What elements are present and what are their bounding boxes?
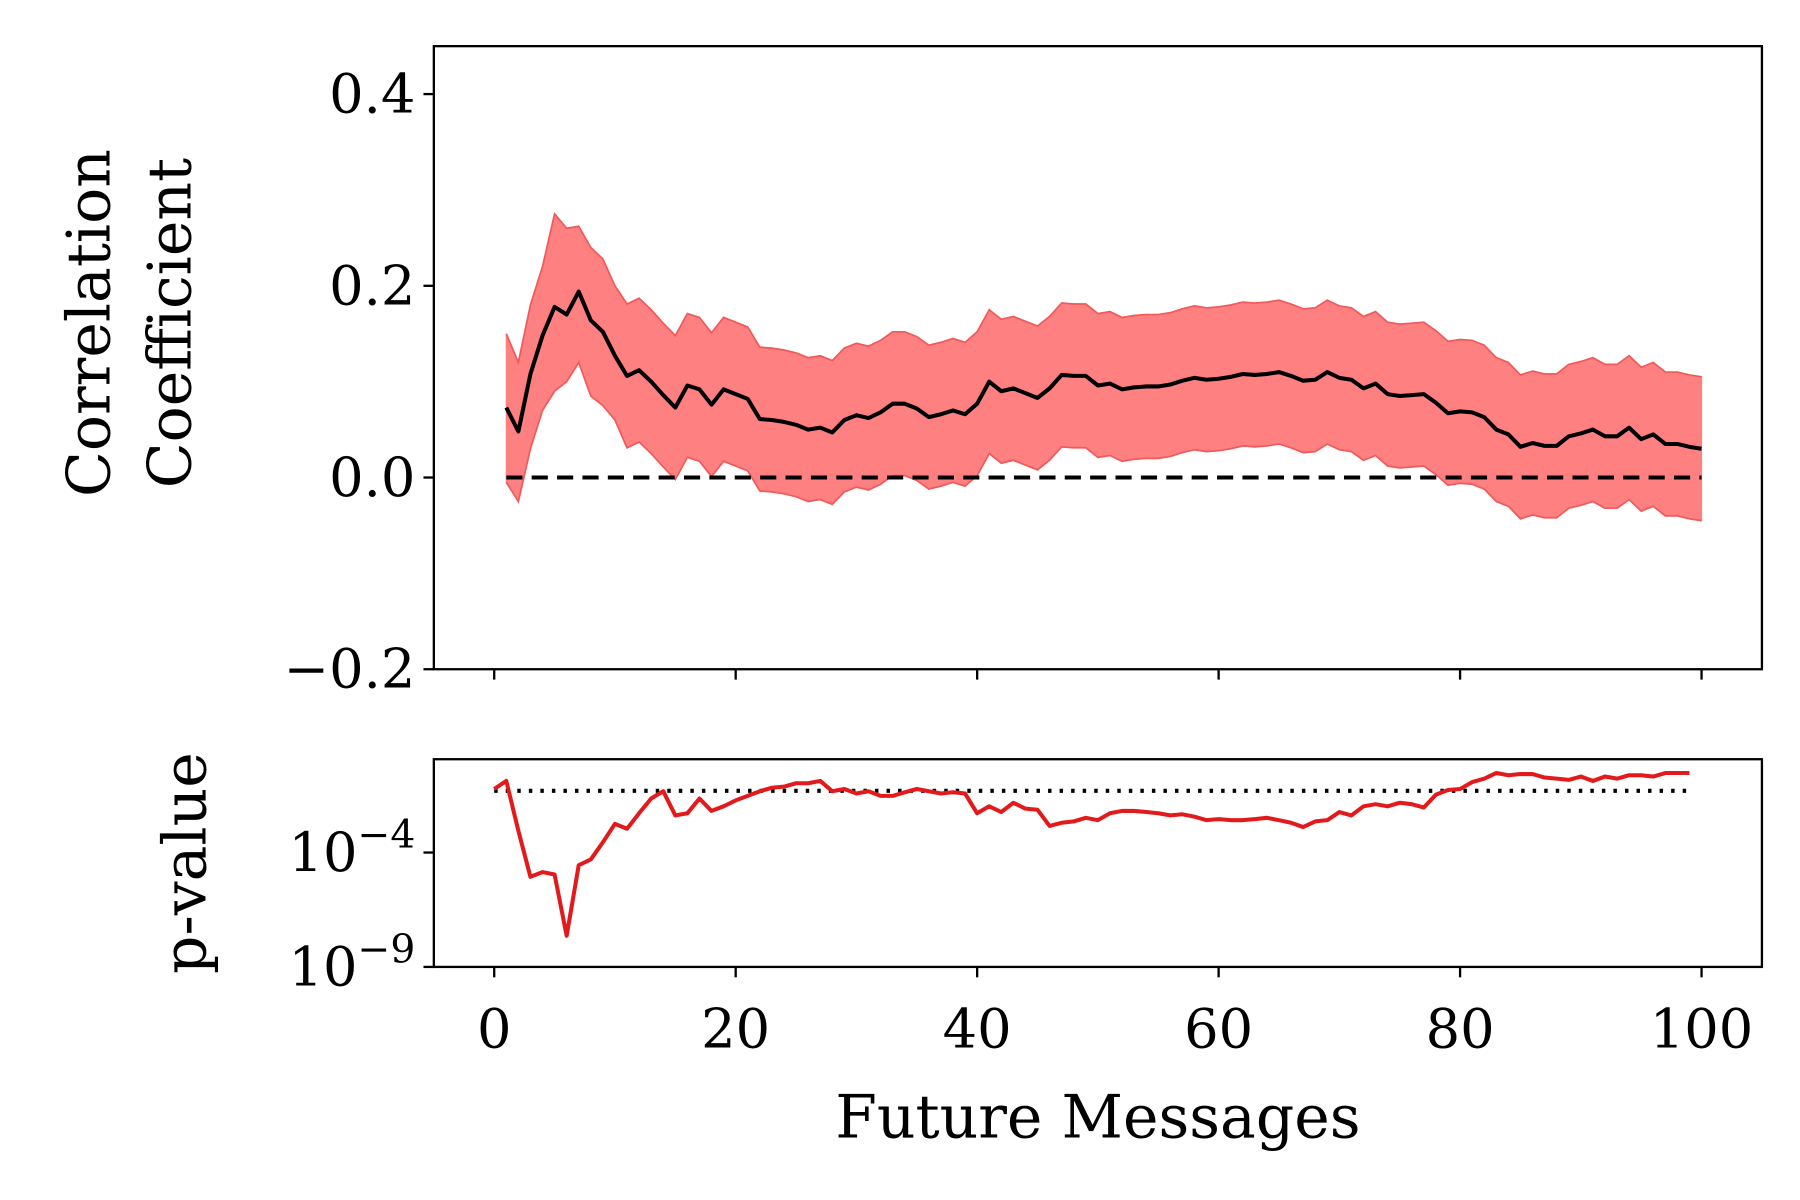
band-edge	[505, 360, 1702, 522]
x-axis-label: Future Messages	[835, 1083, 1360, 1153]
band-edge	[505, 212, 1702, 378]
y-tick-label: −0.2	[284, 638, 416, 701]
tick-exponent: −4	[358, 813, 416, 858]
y-tick-label: 10−4	[289, 813, 416, 884]
axes-frame	[432, 758, 1764, 969]
confidence-band	[554, 212, 568, 393]
tick-base: 10	[289, 935, 358, 998]
tick-exponent: −9	[358, 927, 416, 972]
x-tick-label: 60	[1184, 998, 1253, 1061]
axes-frame	[432, 45, 1764, 671]
y-axis-label: Correlation	[55, 149, 125, 497]
x-tick-label: 40	[943, 998, 1012, 1061]
data-line	[493, 770, 1690, 938]
y-axis-label: Coefficient	[135, 158, 205, 488]
x-tick-label: 80	[1426, 998, 1495, 1061]
y-tick-label: 10−9	[289, 927, 416, 998]
data-line	[504, 289, 1702, 451]
y-tick-label: 0.2	[329, 254, 415, 317]
y-tick-label: 0.0	[329, 446, 415, 509]
x-tick-label: 0	[477, 998, 512, 1061]
y-tick-label: 0.4	[329, 63, 415, 126]
x-tick-label: 100	[1650, 998, 1754, 1061]
x-tick-label: 20	[701, 998, 770, 1061]
y-axis-label: p-value	[150, 752, 220, 974]
tick-base: 10	[289, 821, 358, 884]
